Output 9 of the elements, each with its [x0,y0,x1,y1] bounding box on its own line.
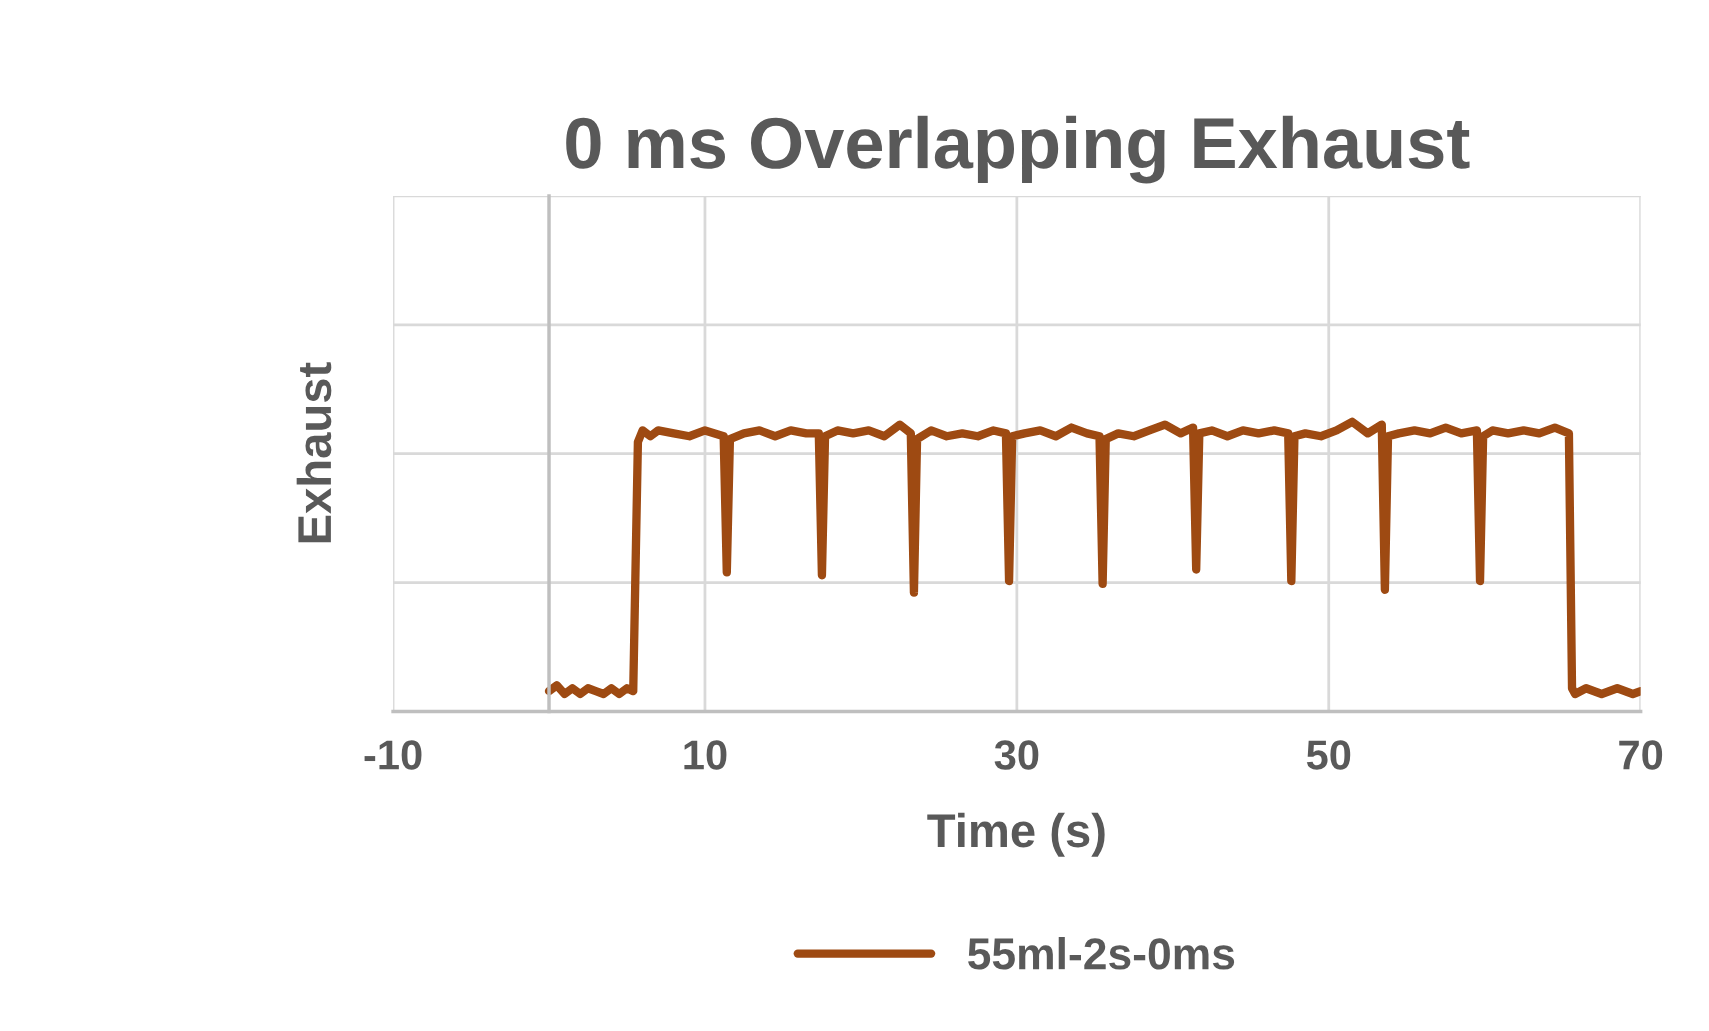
x-tick-label: -10 [364,740,422,770]
x-tick-label: 30 [994,740,1039,770]
x-tick-label: 70 [1619,740,1663,770]
y-axis-title: Exhaust [296,362,332,543]
x-tick-label: 50 [1306,740,1351,770]
legend-label: 55ml-2s-0ms [968,936,1235,970]
x-tick-label: 10 [684,740,727,770]
x-axis-title: Time (s) [927,812,1105,857]
chart-title: 0 ms Overlapping Exhaust [566,115,1470,184]
